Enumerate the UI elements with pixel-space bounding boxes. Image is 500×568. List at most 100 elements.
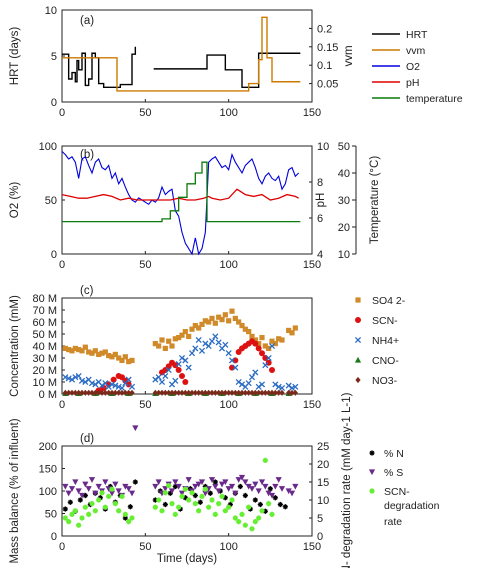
point-so42- [176, 335, 182, 341]
point-so42- [79, 348, 85, 354]
point-scn-degradation-rate [69, 511, 75, 517]
panel-a-ytick-label: 5 [51, 51, 57, 63]
point--s [78, 492, 86, 499]
point--s [102, 479, 109, 486]
point-so42- [272, 341, 278, 347]
point--n [132, 479, 138, 485]
panel-a-ytick-right-label: 0.2 [317, 23, 332, 35]
point-no3- [162, 389, 168, 396]
point-no3- [129, 389, 135, 396]
point-scn-degradation-rate [189, 490, 195, 496]
point--s [65, 490, 72, 497]
panel-b-ytick-ph-label: 4 [317, 249, 323, 261]
point-nh4+ [178, 354, 186, 362]
point-scn-degradation-rate [119, 493, 125, 499]
point-no3- [159, 389, 165, 396]
legend-a-label: O2 [406, 61, 420, 73]
point--n [272, 495, 278, 501]
point-so42- [66, 347, 72, 353]
point-scn-degradation-rate [256, 515, 262, 521]
point-no3- [92, 389, 98, 396]
panel-c-axes: 0 50 100 150 0 M10 M20 M30 M40 M50 M60 M70 M… [9, 285, 321, 411]
panel-a-ylabel-right: vvm [343, 45, 355, 66]
panel-c-ytick-label: 30 M [33, 353, 57, 365]
panel-d-xtick-label: 0 [59, 541, 65, 553]
point-scn-degradation-rate [182, 486, 188, 492]
point-scn-degradation-rate [239, 511, 245, 517]
point-no3- [109, 389, 115, 396]
legend-c-label: NO3- [372, 375, 398, 387]
point-scn-degradation-rate [186, 497, 192, 503]
point--s [195, 481, 202, 488]
point--s [248, 486, 256, 492]
point--s [115, 488, 122, 495]
point--n [82, 492, 88, 499]
point--s [175, 483, 182, 490]
point-nh4+ [272, 381, 279, 388]
point-nh4+ [68, 376, 76, 383]
point-no3- [226, 389, 232, 396]
point-so42- [119, 357, 125, 363]
point-scn-degradation-rate [242, 522, 248, 528]
point--n [207, 490, 213, 496]
point-nh4+ [245, 380, 252, 387]
legend-d-label: SCN- [384, 486, 410, 498]
series-scn- [95, 338, 275, 394]
panel-d-ytick-label: 50 [45, 509, 57, 521]
point-nh4+ [92, 381, 99, 388]
panel-d-ytick-label: 100 [39, 486, 57, 498]
point--s [218, 481, 226, 488]
panel-a-frame [61, 9, 313, 103]
legend-c-label: NH4+ [372, 335, 399, 347]
point-no3- [192, 389, 198, 396]
panel-b-ytick-ph-label: 8 [317, 177, 323, 189]
point--s [202, 490, 209, 497]
point-scn-degradation-rate [236, 519, 242, 525]
legend-d-label: degradation [384, 500, 440, 512]
point-scn-degradation-rate [76, 522, 82, 528]
point-nh4+ [108, 381, 116, 388]
point-no3- [189, 389, 195, 396]
point-no3- [269, 389, 275, 396]
point--s [208, 477, 216, 483]
point--n [97, 495, 103, 501]
point--n [167, 490, 173, 496]
point-so42- [92, 348, 98, 354]
point-nh4+ [292, 383, 299, 390]
point-scn- [269, 367, 275, 373]
point-so42- [242, 326, 248, 332]
point-scn-degradation-rate [196, 508, 202, 514]
legend-c-marker [355, 317, 361, 323]
panel-a-xtick-label: 0 [59, 107, 65, 119]
point-nh4+ [115, 383, 122, 390]
point-no3- [126, 389, 132, 396]
point-so42- [172, 336, 178, 342]
point-so42- [166, 338, 172, 344]
point-scn-degradation-rate [262, 457, 268, 463]
point--s [108, 490, 116, 497]
point-scn-degradation-rate [79, 515, 85, 521]
point-no3- [179, 389, 185, 396]
point-so42- [86, 349, 92, 355]
point-no3- [199, 389, 205, 396]
point-no3- [229, 389, 235, 396]
legend-c-marker [354, 356, 362, 363]
point-nh4+ [155, 374, 162, 381]
point--s [122, 483, 129, 490]
point-no3- [262, 389, 268, 396]
point--n [222, 495, 228, 501]
point-nh4+ [235, 378, 242, 386]
point--s [258, 479, 266, 486]
point-scn-degradation-rate [86, 511, 92, 517]
point--n [197, 499, 203, 505]
point--s [88, 477, 96, 483]
point-scn- [179, 373, 185, 379]
panel-a-ytick-right-label: 0.1 [317, 60, 332, 72]
point-scn-degradation-rate [209, 497, 215, 503]
point--s [112, 481, 119, 488]
point--s [225, 486, 232, 492]
panel-a-xtick-label: 150 [303, 107, 321, 119]
point-scn-degradation-rate [216, 501, 222, 507]
point-scn-degradation-rate [202, 486, 208, 492]
point-no3- [252, 389, 258, 396]
